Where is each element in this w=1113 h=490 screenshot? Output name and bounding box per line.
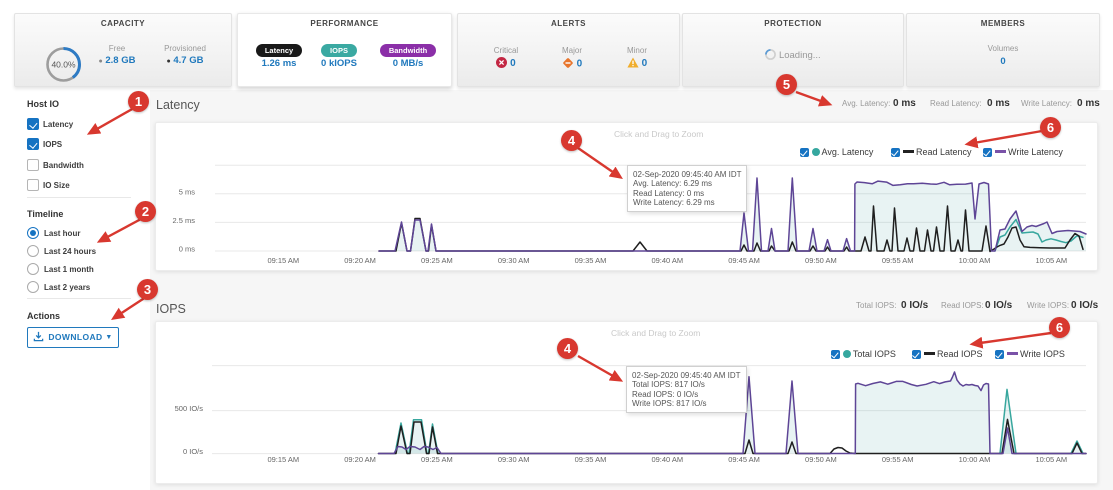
svg-text:10:00 AM: 10:00 AM (959, 455, 991, 464)
svg-text:09:40 AM: 09:40 AM (651, 455, 683, 464)
svg-text:09:15 AM: 09:15 AM (267, 256, 299, 265)
svg-text:09:50 AM: 09:50 AM (805, 256, 837, 265)
svg-text:09:50 AM: 09:50 AM (805, 455, 837, 464)
svg-text:500 IO/s: 500 IO/s (175, 404, 204, 413)
svg-text:09:35 AM: 09:35 AM (575, 455, 607, 464)
svg-text:09:15 AM: 09:15 AM (267, 455, 299, 464)
svg-text:10:05 AM: 10:05 AM (1035, 455, 1067, 464)
svg-text:09:25 AM: 09:25 AM (421, 256, 453, 265)
svg-text:09:35 AM: 09:35 AM (575, 256, 607, 265)
svg-text:40.0%: 40.0% (51, 60, 76, 70)
svg-text:09:40 AM: 09:40 AM (651, 256, 683, 265)
svg-text:09:20 AM: 09:20 AM (344, 455, 376, 464)
svg-text:09:45 AM: 09:45 AM (728, 455, 760, 464)
svg-text:09:30 AM: 09:30 AM (498, 455, 530, 464)
svg-text:09:45 AM: 09:45 AM (728, 256, 760, 265)
svg-text:0 ms: 0 ms (179, 245, 196, 254)
svg-text:09:55 AM: 09:55 AM (882, 455, 914, 464)
svg-text:10:05 AM: 10:05 AM (1035, 256, 1067, 265)
svg-text:2.5 ms: 2.5 ms (172, 216, 195, 225)
svg-text:09:25 AM: 09:25 AM (421, 455, 453, 464)
svg-text:10:00 AM: 10:00 AM (959, 256, 991, 265)
svg-text:09:20 AM: 09:20 AM (344, 256, 376, 265)
svg-text:09:30 AM: 09:30 AM (498, 256, 530, 265)
svg-text:5 ms: 5 ms (179, 187, 196, 196)
svg-text:0 IO/s: 0 IO/s (183, 447, 203, 456)
svg-text:09:55 AM: 09:55 AM (882, 256, 914, 265)
